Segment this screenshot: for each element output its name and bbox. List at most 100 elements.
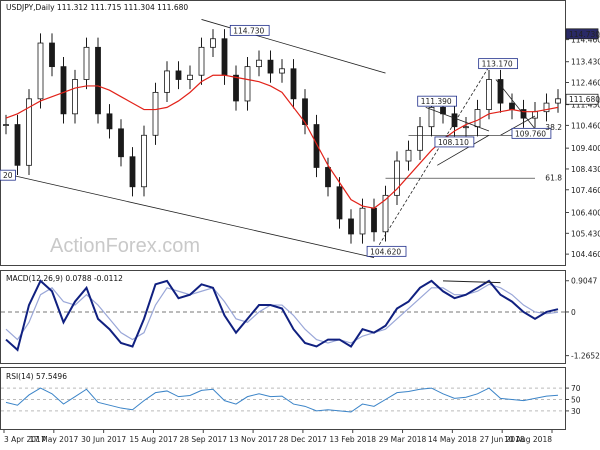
candle-body	[348, 218, 354, 235]
candle-body	[152, 91, 159, 136]
candle-body	[164, 70, 170, 93]
x-tick-label-11: 10 Aug 2018	[504, 435, 552, 444]
macd-line	[5, 279, 559, 352]
candle-body	[60, 66, 67, 115]
price-tick-label-2: 106.400	[571, 209, 600, 218]
candle-body	[405, 149, 412, 162]
x-tick-label-3: 15 Aug 2017	[129, 435, 177, 444]
macd-panel	[0, 270, 566, 364]
candle-body	[49, 42, 55, 68]
ma-line	[5, 74, 559, 209]
macd-tick-label-0: -1.2652	[571, 352, 600, 361]
rsi-title: RSI(14) 57.5496	[6, 372, 67, 381]
price-tick-label-4: 108.430	[571, 165, 600, 174]
price-tick-label-8: 112.460	[571, 79, 600, 88]
candle-body	[382, 194, 389, 233]
price-tick-label-9: 113.430	[571, 58, 600, 67]
candle-body	[474, 109, 481, 128]
macd-title: MACD(12,26,9) 0.0788 -0.0112	[6, 274, 123, 283]
rsi-line	[5, 387, 559, 413]
candle-body	[83, 46, 90, 80]
left-edge-box	[0, 169, 16, 181]
high-114-box	[229, 24, 270, 36]
downtrend-lower-line	[5, 173, 375, 258]
level-109-label: 109.760	[515, 129, 546, 138]
annotation-layer: 114.730 104.620 111.390 113.170 108.110 109.7…	[0, 19, 562, 258]
rsi-panel	[0, 367, 566, 430]
rsi-layer	[1, 387, 565, 413]
candle-body	[129, 156, 136, 188]
left-edge-label: 20	[3, 171, 13, 180]
candle-body	[279, 68, 285, 74]
axis-layer: 104.460 105.430 106.400 107.460 108.430 109.4…	[3, 28, 600, 444]
price-tick-label-10: 114.460	[571, 36, 600, 45]
candle-body	[187, 74, 193, 80]
candle-body	[428, 106, 435, 128]
level-111-box	[417, 95, 458, 107]
candle-body	[313, 124, 320, 168]
fib-38-label: 38.2	[545, 123, 562, 132]
channel-upper-line	[425, 107, 490, 132]
x-tick-label-0: 3 Apr 2017	[4, 435, 46, 444]
candle-body	[198, 46, 205, 76]
level-111-label: 111.390	[421, 97, 452, 106]
macd-trend-line	[442, 280, 501, 284]
candle-body	[72, 79, 78, 115]
candle-body	[175, 70, 182, 80]
candle-body	[106, 113, 113, 130]
fib-61-label: 61.8	[545, 173, 562, 182]
level-108-label: 108.110	[438, 138, 469, 147]
x-tick-label-1: 17 May 2017	[29, 435, 78, 444]
candle-body	[141, 134, 147, 188]
x-tick-label-6: 28 Dec 2017	[279, 435, 327, 444]
candle-body	[509, 102, 515, 110]
candle-body	[118, 128, 124, 158]
macd-layer	[1, 279, 565, 352]
x-tick-label-8: 29 Mar 2018	[379, 435, 427, 444]
candle-body	[95, 46, 101, 115]
candle-body	[14, 124, 21, 166]
key-level-box	[565, 28, 599, 40]
candle-body	[336, 186, 343, 220]
candle-body	[451, 113, 458, 128]
low-104-box	[366, 245, 407, 257]
candle-body	[256, 59, 262, 68]
low-104-label: 104.620	[370, 247, 401, 256]
candle-body	[37, 42, 44, 100]
price-tick-label-1: 105.430	[571, 229, 600, 238]
level-113-box	[478, 58, 518, 70]
x-tick-label-9: 14 May 2018	[428, 435, 477, 444]
candle-body	[555, 98, 561, 104]
candle-body	[3, 124, 9, 126]
macd-tick-label-2: 0.9047	[571, 277, 597, 286]
watermark: ActionForex.com	[50, 235, 200, 257]
level-108-box	[434, 136, 475, 148]
candle-body	[417, 126, 423, 151]
candle-body	[290, 68, 297, 100]
last-price-box	[565, 93, 599, 105]
x-tick-label-7: 13 Feb 2018	[329, 435, 376, 444]
macd-tick-label-1: 0	[571, 308, 576, 317]
level-113-label: 113.170	[482, 60, 513, 69]
x-tick-label-2: 30 Jun 2017	[81, 435, 126, 444]
candle-body	[26, 98, 32, 166]
price-title: USDJPY,Daily 111.312 111.715 111.304 111…	[6, 3, 188, 12]
level-109-box	[511, 127, 552, 139]
x-tick-label-4: 28 Sep 2017	[179, 435, 227, 444]
price-tick-label-7: 111.430	[571, 101, 600, 110]
rsi-tick-label-0: 30	[571, 407, 581, 416]
x-tick-label-5: 13 Nov 2017	[229, 435, 277, 444]
candle-body	[221, 38, 228, 76]
candle-body	[267, 59, 274, 74]
candle-body	[325, 167, 331, 188]
x-tick-label-10: 27 Jun 2018	[480, 435, 525, 444]
candle-body	[210, 38, 216, 48]
candle-body	[486, 79, 492, 110]
candle-body	[463, 126, 469, 129]
uptrend-dashed-line	[373, 66, 490, 254]
price-tick-label-0: 104.460	[571, 250, 600, 259]
wedge-lower-line	[500, 115, 536, 136]
channel-lower-line	[437, 134, 490, 166]
price-panel	[0, 0, 566, 266]
